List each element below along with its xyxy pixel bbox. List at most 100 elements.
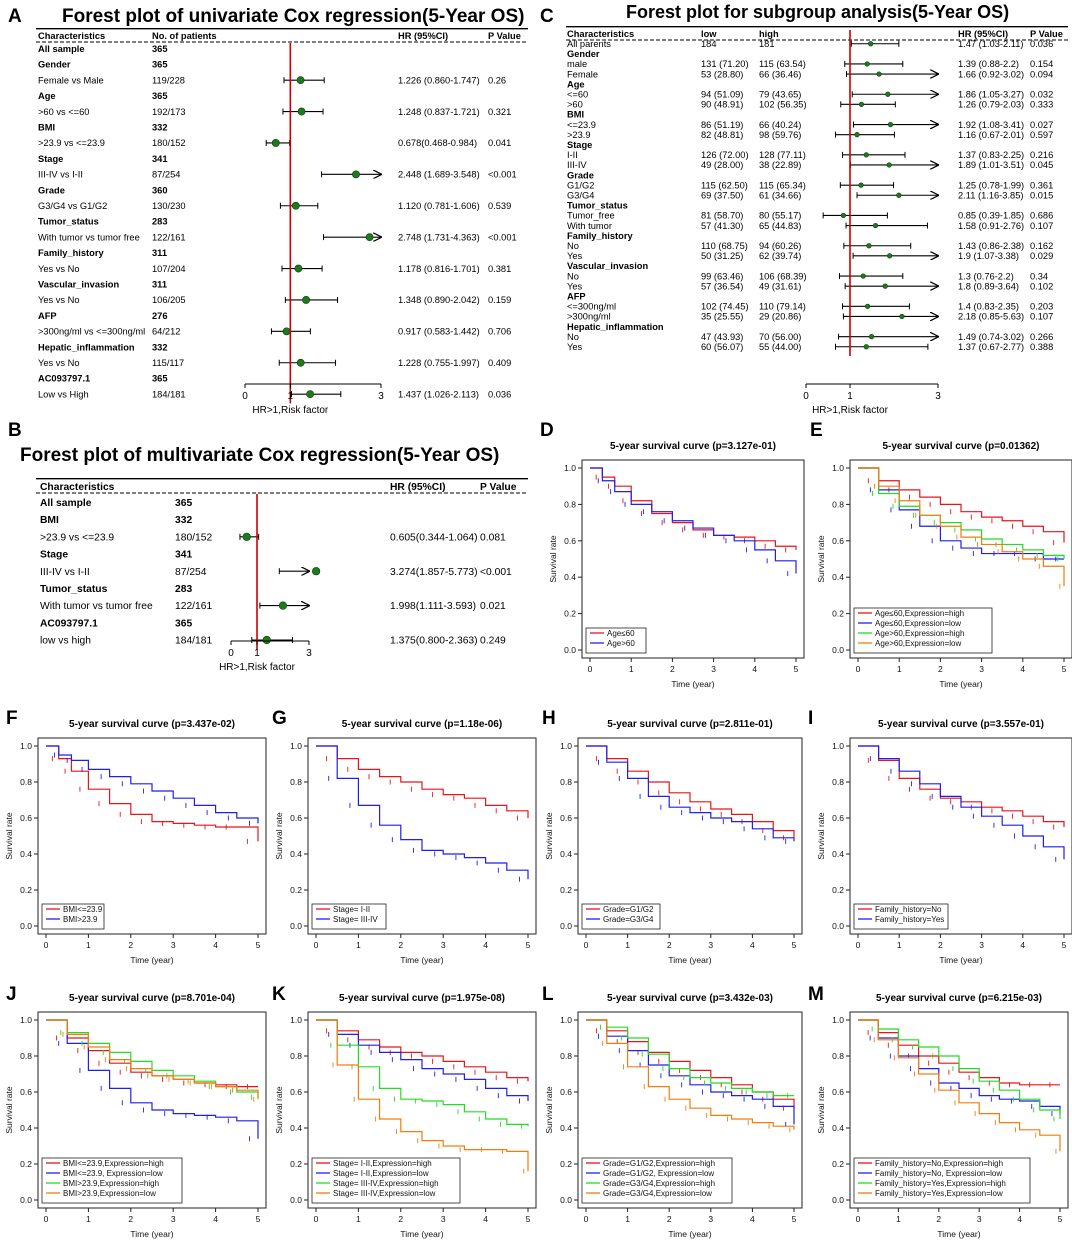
group-label: Hepatic_inflammation	[567, 322, 664, 332]
hr-point	[297, 107, 306, 116]
x-tick-label: 5	[256, 1214, 261, 1224]
legend-label: Family_history=No	[875, 905, 942, 914]
x-tick-label: 4	[750, 1214, 755, 1224]
legend-label: Family_history=Yes,Expression=high	[875, 1179, 1006, 1188]
x-tick-label: 0	[856, 664, 861, 674]
x-tick-label: 0	[44, 1214, 49, 1224]
panel-label: A	[8, 6, 22, 27]
y-tick-label: 0.2	[560, 1159, 572, 1169]
legend-label: BMI<=23.9, Expression=low	[63, 1169, 163, 1178]
forest-title: Forest plot for subgroup analysis(5-Year…	[626, 2, 1009, 22]
hr-ci-text: 2.448 (1.689-3.548)	[398, 170, 480, 180]
subgroup-label: With tumor vs tumor free	[38, 232, 140, 242]
hr-ci-text: 2.748 (1.731-4.363)	[398, 232, 480, 242]
subgroup-label: III-IV vs I-II	[38, 170, 83, 180]
subgroup-label: Female	[567, 69, 598, 79]
plot-frame	[37, 737, 267, 935]
hr-ci-text: 1.9 (1.07-3.38)	[958, 251, 1019, 261]
y-tick-label: 0.4	[560, 1123, 572, 1133]
legend-label: Grade=G3/G4,Expression=low	[603, 1189, 712, 1198]
legend-label: BMI<=23.9,Expression=high	[63, 1159, 164, 1168]
plot-title: 5-year survival curve (p=3.557e-01)	[878, 719, 1044, 730]
x-tick-label: 3	[935, 391, 941, 402]
survival-curve-orange	[858, 1019, 1061, 1152]
legend-label: Grade=G3/G4	[603, 915, 654, 924]
y-tick-label: 0.8	[20, 777, 32, 787]
y-tick-label: 0.4	[290, 849, 302, 859]
patient-count: 276	[152, 311, 168, 321]
hr-ci-text: 1.26 (0.79-2.03)	[958, 100, 1024, 110]
p-value: 0.26	[488, 75, 506, 85]
patient-count: 332	[175, 515, 192, 526]
x-tick-label: 3	[708, 940, 713, 950]
hr-ci-text: 1.37 (0.83-2.25)	[958, 150, 1024, 160]
plot-title: 5-year survival curve (p=3.437e-02)	[69, 719, 235, 730]
subgroup-label: G1/G2	[567, 180, 594, 190]
subgroup-label: Yes	[567, 251, 583, 261]
legend-box	[41, 1157, 183, 1204]
p-value: 0.107	[1030, 221, 1053, 231]
plot-frame	[37, 1011, 267, 1209]
patient-count: 64/212	[152, 327, 180, 337]
y-tick-label: 0.6	[560, 1087, 572, 1097]
x-axis-label: Time (year)	[130, 955, 173, 965]
group-label: Grade	[567, 170, 594, 180]
y-tick-label: 0.8	[832, 1051, 844, 1061]
group-label: Vascular_invasion	[567, 261, 648, 271]
x-tick-label: 3	[708, 1214, 713, 1224]
survival-curve-orange	[316, 1019, 529, 1172]
legend-label: Age>60	[607, 639, 635, 648]
legend-label: Age>60,Expression=low	[875, 639, 962, 648]
subgroup-label: <=23.9	[567, 120, 596, 130]
plot-title: 5-year survival curve (p=3.432e-03)	[607, 993, 773, 1004]
patient-count: 365	[175, 618, 192, 629]
hr-point	[868, 334, 875, 340]
x-tick-label: 2	[398, 940, 403, 950]
x-tick-label: 5	[792, 1214, 797, 1224]
p-value: 0.021	[480, 601, 506, 612]
hr-ci-text: 1.86 (1.05-3.27)	[958, 90, 1024, 100]
panel-label: B	[8, 420, 22, 441]
y-axis-label: Survival rate	[816, 535, 826, 583]
survival-curve-blue	[46, 745, 259, 824]
patient-count: 365	[152, 91, 168, 101]
hr-ci-text: 1.66 (0.92-3.02)	[958, 69, 1024, 79]
patient-count: 119/228	[152, 75, 185, 85]
plot-frame	[849, 459, 1072, 659]
plot-title: 5-year survival curve (p=2.811e-01)	[607, 719, 772, 730]
hr-ci-text: 1.25 (0.78-1.99)	[958, 180, 1024, 190]
hr-ci-text: 0.678(0.468-0.984)	[398, 138, 477, 148]
hr-ci-text: 0.605(0.344-1.064)	[390, 532, 478, 543]
y-tick-label: 1.0	[832, 741, 844, 751]
hr-point	[306, 390, 315, 399]
x-axis-label: Time (year)	[939, 955, 982, 965]
legend-label: Age>60,Expression=high	[875, 629, 964, 638]
p-value: 0.094	[1030, 69, 1053, 79]
legend-box	[581, 903, 661, 930]
p-value: 0.102	[1030, 281, 1053, 291]
hr-ci-text: 2.11 (1.16-3.85)	[958, 191, 1023, 201]
plot-frame	[849, 1011, 1069, 1209]
patient-count: 332	[152, 123, 168, 133]
y-tick-label: 0.4	[832, 572, 844, 582]
panel-label: C	[540, 6, 554, 27]
legend-label: Grade=G1/G2,Expression=high	[603, 1159, 715, 1168]
high-count: 79 (43.65)	[759, 90, 801, 100]
group-label: AFP	[38, 311, 57, 321]
y-tick-label: 1.0	[832, 1015, 844, 1025]
y-tick-label: 0.8	[832, 777, 844, 787]
legend-label: Stage= I-II,Expression=high	[333, 1159, 432, 1168]
low-count: 110 (68.75)	[701, 241, 748, 251]
legend-label: BMI>23.9,Expression=low	[63, 1189, 156, 1198]
y-tick-label: 0.2	[290, 1159, 302, 1169]
hr-point	[886, 162, 892, 168]
x-tick-label: 1	[847, 391, 853, 402]
y-axis-label: Survival rate	[4, 1086, 14, 1134]
legend-box	[853, 1157, 1031, 1204]
p-value: 0.036	[1030, 39, 1053, 49]
plot-title: 5-year survival curve (p=8.701e-04)	[69, 993, 235, 1004]
hr-point	[365, 233, 374, 242]
forest-header: P Value	[480, 482, 517, 493]
low-count: 49 (28.00)	[701, 160, 743, 170]
high-count: 102 (56.35)	[759, 100, 807, 110]
